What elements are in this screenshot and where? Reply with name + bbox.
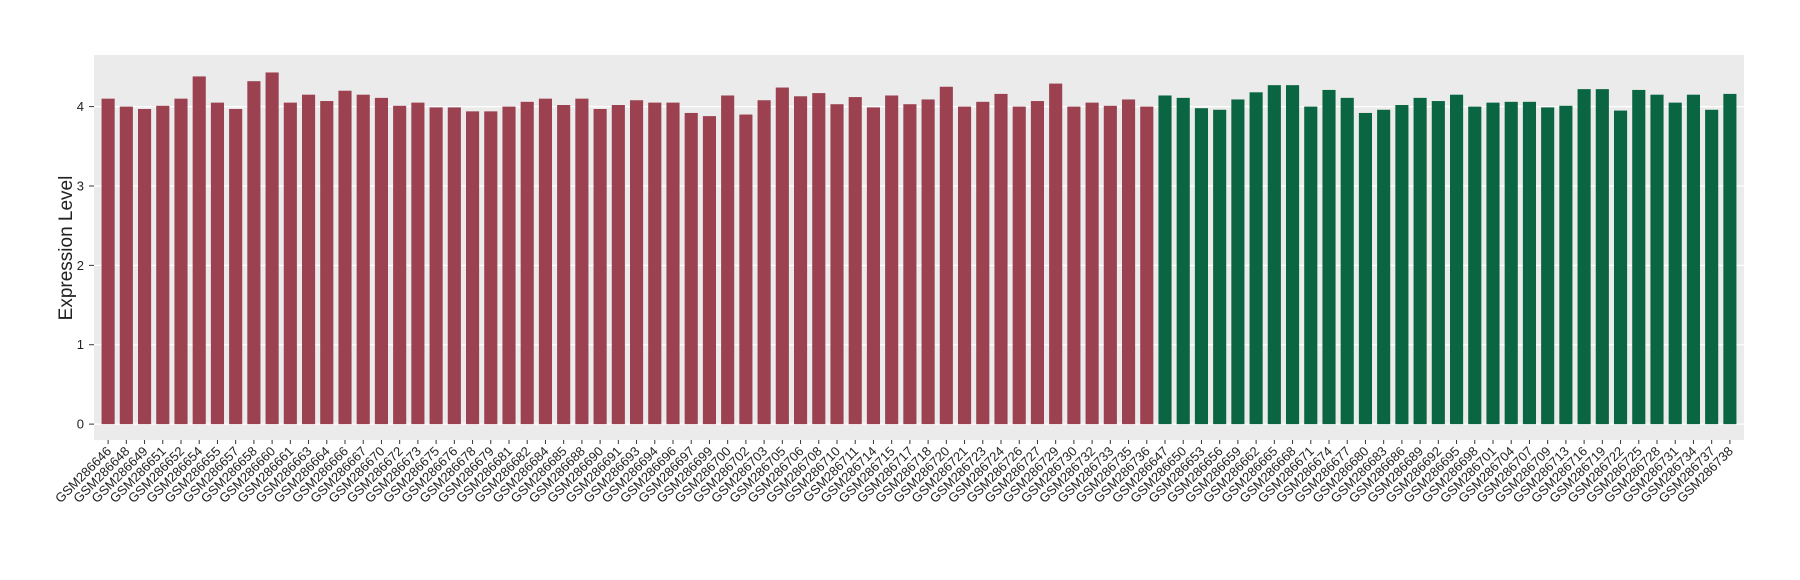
y-tick-label: 2 [77,258,84,273]
bar [1632,89,1646,425]
bar [1613,110,1628,425]
bar [465,111,480,425]
y-tick-label: 4 [77,99,84,114]
bar [1522,101,1537,425]
bar [1431,101,1445,425]
bar [903,104,917,425]
bar [1504,101,1518,425]
bar [1049,83,1063,425]
bar [976,101,990,425]
y-tick-label: 1 [77,337,84,352]
bar [1194,108,1209,425]
bar [210,102,225,425]
bar [1358,112,1373,425]
bar [1176,97,1190,425]
bar [1231,99,1245,425]
bar [265,72,279,425]
bar [629,100,644,425]
bar [338,90,352,425]
bar [1085,102,1099,425]
bar [1249,92,1263,425]
bar [101,98,115,425]
bar [1723,93,1737,425]
bar [411,102,425,425]
bar [1067,106,1081,425]
bar [848,97,862,425]
bar [520,101,534,425]
bar [939,86,953,425]
bar [1705,109,1719,425]
bar [447,107,461,425]
bar [301,94,316,425]
bar [775,87,789,425]
bar [1650,94,1664,425]
bar [575,98,589,425]
bar [192,76,206,425]
bar [1213,109,1227,425]
bar [1577,89,1591,425]
bar [557,105,571,425]
bar [1304,106,1318,425]
bar [702,116,717,425]
bar [1395,105,1409,425]
bar [393,105,407,425]
bar [156,105,170,425]
bar [885,95,899,425]
bar [1267,85,1281,425]
bar [1468,106,1482,425]
y-tick-label: 3 [77,178,84,193]
bar [538,98,553,425]
bar [994,93,1008,425]
bar [374,97,389,425]
bar [1668,102,1682,425]
bar [684,112,698,425]
y-tick-label: 0 [77,417,84,432]
bar [174,98,188,425]
bar [1322,89,1336,425]
bar [484,111,498,425]
bar [320,101,334,425]
bar [1413,97,1427,425]
bar [1340,97,1354,425]
bar [611,105,625,425]
bar [1377,109,1391,425]
bar [866,107,881,425]
bar [666,102,680,425]
bar [283,102,297,425]
bar [1486,102,1500,425]
y-axis-title: Expression Level [56,176,77,321]
bar [757,100,771,425]
bar [1595,89,1609,425]
bar [1449,94,1464,425]
bar [1285,85,1300,425]
bar [356,94,370,425]
bar [502,106,516,425]
bar [1686,94,1701,425]
bar [137,108,152,425]
bar [119,106,133,425]
bar [721,95,735,425]
bar [739,114,753,425]
bar [1030,101,1045,425]
bar [921,99,935,425]
bar [1140,106,1154,425]
bar [812,93,826,425]
bar [229,108,243,425]
bar [1158,95,1172,425]
bar [1103,105,1117,425]
bar [1559,105,1573,425]
bar [793,96,808,425]
bar [1541,107,1555,425]
bar [648,102,662,425]
bar [429,107,443,425]
bar [957,106,972,425]
bar [830,104,844,425]
bar [1121,99,1136,425]
bar [593,108,607,425]
bar [1012,106,1026,425]
bar [247,81,261,425]
